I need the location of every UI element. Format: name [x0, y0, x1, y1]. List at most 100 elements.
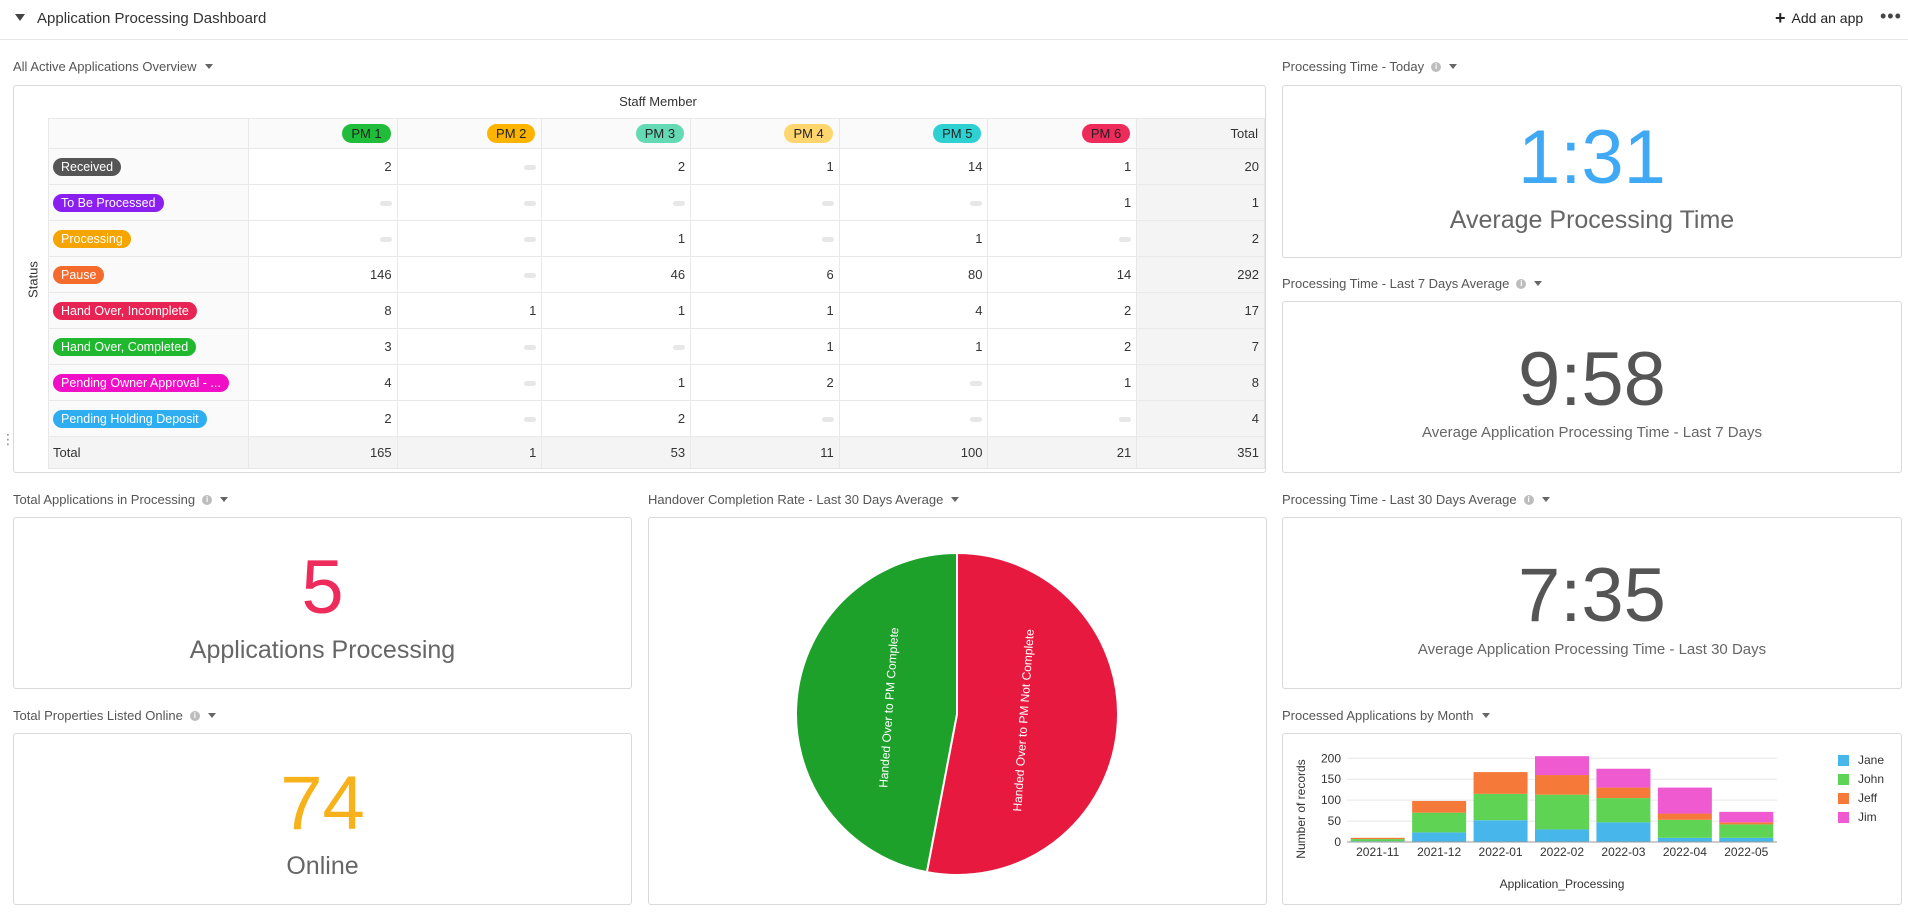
pivot-cell[interactable]: 6: [690, 256, 840, 293]
pivot-cell[interactable]: [690, 400, 840, 437]
pivot-cell[interactable]: 2: [987, 292, 1138, 329]
last7-dropdown-icon[interactable]: [1534, 281, 1543, 286]
pivot-cell[interactable]: 1: [987, 148, 1138, 185]
pivot-row-header[interactable]: Received: [48, 148, 249, 185]
pivot-row-header[interactable]: To Be Processed: [48, 184, 249, 221]
pivot-row-header[interactable]: Pending Owner Approval - ...: [48, 364, 249, 401]
pivot-cell[interactable]: 1: [690, 328, 840, 365]
pivot-cell[interactable]: 20: [1136, 148, 1265, 185]
pivot-cell[interactable]: 2: [690, 364, 840, 401]
collapse-caret-icon[interactable]: [15, 14, 25, 21]
pivot-cell[interactable]: 80: [838, 256, 989, 293]
pivot-cell[interactable]: [838, 184, 989, 221]
pivot-cell[interactable]: 8: [1136, 364, 1265, 401]
info-icon[interactable]: i: [202, 494, 213, 505]
pivot-cell[interactable]: 1: [396, 292, 543, 329]
pivot-cell[interactable]: [838, 364, 989, 401]
pivot-cell[interactable]: [247, 220, 398, 257]
status-pill: Pending Owner Approval - ...: [53, 373, 229, 392]
info-icon[interactable]: i: [189, 710, 200, 721]
pivot-cell[interactable]: 4: [1136, 400, 1265, 437]
pivot-cell[interactable]: 1: [987, 184, 1138, 221]
pivot-cell[interactable]: 1: [541, 364, 692, 401]
pivot-cell[interactable]: [541, 328, 692, 365]
pivot-row-header[interactable]: Pause: [48, 256, 249, 293]
pivot-cell[interactable]: 8: [247, 292, 398, 329]
add-app-button[interactable]: + Add an app: [1775, 9, 1863, 27]
bar-segment: [1596, 768, 1651, 788]
pivot-column-header[interactable]: PM 1: [247, 118, 398, 149]
info-icon[interactable]: i: [1431, 61, 1442, 72]
pivot-cell[interactable]: [838, 400, 989, 437]
pivot-cell[interactable]: 53: [541, 436, 692, 469]
info-icon[interactable]: i: [1523, 494, 1534, 505]
pivot-cell[interactable]: [247, 184, 398, 221]
pivot-cell[interactable]: [987, 220, 1138, 257]
pivot-cell[interactable]: 2: [541, 148, 692, 185]
pie-slice[interactable]: [795, 551, 958, 874]
pivot-cell[interactable]: 17: [1136, 292, 1265, 329]
pivot-cell[interactable]: 1: [1136, 184, 1265, 221]
pivot-row-header[interactable]: Hand Over, Incomplete: [48, 292, 249, 329]
pivot-column-header[interactable]: PM 3: [541, 118, 692, 149]
pivot-cell[interactable]: 1: [690, 292, 840, 329]
pivot-cell[interactable]: 292: [1136, 256, 1265, 293]
pivot-cell[interactable]: 351: [1136, 436, 1265, 469]
pivot-cell[interactable]: 1: [987, 364, 1138, 401]
online-dropdown-icon[interactable]: [207, 713, 216, 718]
pivot-cell[interactable]: 1: [541, 292, 692, 329]
more-options-icon[interactable]: •••: [1880, 6, 1902, 26]
pivot-column-header[interactable]: PM 4: [690, 118, 840, 149]
pivot-cell[interactable]: 4: [838, 292, 989, 329]
pie-slice[interactable]: [925, 551, 1120, 876]
pivot-cell[interactable]: 14: [838, 148, 989, 185]
pivot-cell[interactable]: 2: [1136, 220, 1265, 257]
pivot-column-header[interactable]: PM 5: [838, 118, 989, 149]
info-icon[interactable]: i: [1516, 278, 1527, 289]
pivot-cell[interactable]: 1: [690, 148, 840, 185]
pivot-cell[interactable]: [396, 256, 543, 293]
pivot-cell[interactable]: 165: [247, 436, 398, 469]
pivot-row-header[interactable]: Hand Over, Completed: [48, 328, 249, 365]
pivot-cell[interactable]: [690, 220, 840, 257]
pivot-cell[interactable]: 146: [247, 256, 398, 293]
pivot-cell[interactable]: 7: [1136, 328, 1265, 365]
pivot-cell[interactable]: 3: [247, 328, 398, 365]
pivot-dropdown-icon[interactable]: [204, 64, 213, 69]
pivot-cell[interactable]: 2: [987, 328, 1138, 365]
handover-dropdown-icon[interactable]: [951, 497, 960, 502]
pivot-column-header[interactable]: PM 2: [396, 118, 543, 149]
pivot-cell[interactable]: 2: [247, 400, 398, 437]
pivot-cell[interactable]: [396, 400, 543, 437]
pivot-cell[interactable]: 2: [247, 148, 398, 185]
pivot-cell[interactable]: [396, 328, 543, 365]
pivot-column-header[interactable]: PM 6: [987, 118, 1138, 149]
pivot-cell[interactable]: 1: [838, 220, 989, 257]
legend-swatch: [1838, 812, 1849, 823]
pivot-cell[interactable]: 1: [541, 220, 692, 257]
pivot-cell[interactable]: 11: [690, 436, 840, 469]
pivot-cell[interactable]: 14: [987, 256, 1138, 293]
processed-dropdown-icon[interactable]: [1481, 713, 1490, 718]
today-dropdown-icon[interactable]: [1449, 64, 1458, 69]
pivot-row-header[interactable]: Processing: [48, 220, 249, 257]
pivot-cell[interactable]: [396, 184, 543, 221]
pivot-cell[interactable]: [396, 364, 543, 401]
pivot-cell[interactable]: [541, 184, 692, 221]
pivot-cell[interactable]: 1: [396, 436, 543, 469]
pivot-cell[interactable]: 2: [541, 400, 692, 437]
pivot-cell[interactable]: 1: [838, 328, 989, 365]
pivot-cell[interactable]: 100: [838, 436, 989, 469]
pivot-cell[interactable]: 46: [541, 256, 692, 293]
pivot-cell[interactable]: 4: [247, 364, 398, 401]
pivot-cell[interactable]: [690, 184, 840, 221]
last30-dropdown-icon[interactable]: [1541, 497, 1550, 502]
pivot-cell[interactable]: 21: [987, 436, 1138, 469]
drag-handle-icon[interactable]: ⋮: [1, 431, 15, 447]
pivot-cell[interactable]: [987, 400, 1138, 437]
status-pill: Hand Over, Incomplete: [53, 301, 197, 320]
in-processing-dropdown-icon[interactable]: [220, 497, 229, 502]
pivot-row-header[interactable]: Pending Holding Deposit: [48, 400, 249, 437]
pivot-cell[interactable]: [396, 220, 543, 257]
pivot-cell[interactable]: [396, 148, 543, 185]
